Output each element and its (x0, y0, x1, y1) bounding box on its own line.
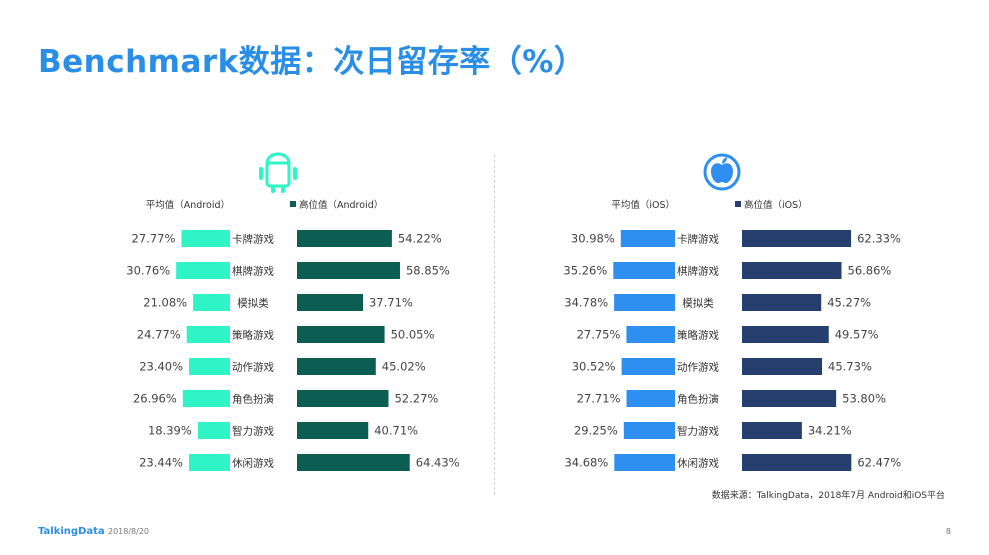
ios-chart-svg: 平均值（iOS） 高位值（iOS） 30.98% 卡牌游戏 62.33% 35.26% 棋… (563, 153, 901, 471)
category-label: 休闲游戏 (232, 457, 274, 470)
bar-average (623, 422, 675, 439)
data-label-high: 50.05% (391, 328, 435, 342)
bar-average (626, 326, 675, 343)
data-label-average: 34.68% (564, 456, 608, 470)
data-label-average: 23.40% (139, 360, 183, 374)
brand-logo: TalkingData (38, 526, 105, 537)
data-label-high: 40.71% (374, 424, 418, 438)
data-label-high: 56.86% (848, 264, 892, 278)
bar-high (742, 390, 837, 407)
bar-average (181, 230, 230, 247)
bar-average (613, 262, 675, 279)
data-label-high: 64.43% (416, 456, 460, 470)
category-label: 卡牌游戏 (232, 233, 274, 246)
bar-high (297, 358, 376, 375)
data-label-average: 30.98% (571, 232, 615, 246)
bar-high (742, 326, 829, 343)
bar-high (742, 294, 822, 311)
bar-average (176, 262, 230, 279)
bar-high (297, 294, 363, 311)
apple-icon (703, 153, 741, 191)
bar-high (297, 230, 392, 247)
ios-chart: 平均值（iOS） 高位值（iOS） 30.98% 卡牌游戏 62.33% 35.26% 棋… (555, 145, 935, 480)
bar-average (614, 294, 675, 311)
bar-average (614, 454, 675, 471)
data-label-high: 53.80% (842, 392, 886, 406)
bar-high (742, 422, 802, 439)
legend-label-average: 平均值（iOS） (611, 199, 675, 211)
data-label-average: 34.78% (564, 296, 608, 310)
data-label-average: 27.71% (577, 392, 621, 406)
data-label-average: 21.08% (143, 296, 187, 310)
data-label-high: 52.27% (394, 392, 438, 406)
page-title: Benchmark数据：次日留存率（%） (38, 44, 586, 80)
category-label: 智力游戏 (232, 425, 274, 438)
bar-high (742, 358, 823, 375)
bar-average (197, 422, 230, 439)
bar-average (620, 230, 675, 247)
bar-average (186, 326, 230, 343)
data-label-average: 26.96% (133, 392, 177, 406)
legend-label-average: 平均值（Android） (146, 199, 230, 211)
data-label-high: 62.33% (857, 232, 901, 246)
category-label: 策略游戏 (677, 329, 719, 342)
data-source-note: 数据来源：TalkingData，2018年7月 Android和iOS平台 (711, 491, 945, 501)
category-label: 动作游戏 (232, 361, 274, 374)
bar-high (297, 326, 385, 343)
data-label-high: 45.02% (382, 360, 426, 374)
category-label: 模拟类 (682, 297, 714, 310)
data-label-high: 45.73% (828, 360, 872, 374)
legend-label-high: 高位值（Android） (299, 199, 383, 211)
category-label: 角色扮演 (677, 393, 719, 406)
divider (494, 155, 495, 495)
bar-high (297, 390, 389, 407)
data-label-average: 18.39% (148, 424, 192, 438)
data-label-high: 54.22% (398, 232, 442, 246)
data-label-average: 29.25% (574, 424, 618, 438)
data-label-average: 23.44% (139, 456, 183, 470)
bar-high (742, 454, 852, 471)
android-chart: 平均值（Android） 高位值（Android） 27.77% 卡牌游戏 54.22… (110, 145, 490, 480)
bar-average (626, 390, 675, 407)
category-label: 角色扮演 (232, 393, 274, 406)
category-label: 卡牌游戏 (677, 233, 719, 246)
data-label-average: 35.26% (563, 264, 607, 278)
bar-high (742, 230, 852, 247)
android-icon (259, 152, 297, 193)
bar-average (621, 358, 675, 375)
bar-high (297, 422, 369, 439)
bar-high (297, 454, 410, 471)
bar-high (297, 262, 400, 279)
data-label-average: 27.75% (577, 328, 621, 342)
android-chart-svg: 平均值（Android） 高位值（Android） 27.77% 卡牌游戏 54.22… (126, 152, 460, 471)
category-label: 棋牌游戏 (677, 265, 719, 278)
data-label-high: 37.71% (369, 296, 413, 310)
category-label: 动作游戏 (677, 361, 719, 374)
data-label-average: 24.77% (137, 328, 181, 342)
legend-swatch-high (290, 201, 296, 207)
data-label-average: 30.76% (126, 264, 170, 278)
bar-average (193, 294, 230, 311)
data-label-high: 58.85% (406, 264, 450, 278)
footer-date: 2018/8/20 (108, 527, 150, 536)
category-label: 策略游戏 (232, 329, 274, 342)
legend-label-high: 高位值（iOS） (744, 199, 808, 211)
data-label-high: 45.27% (827, 296, 871, 310)
bar-average (182, 390, 230, 407)
data-label-average: 30.52% (572, 360, 616, 374)
category-label: 智力游戏 (677, 425, 719, 438)
legend-swatch-high (735, 201, 741, 207)
data-label-high: 49.57% (835, 328, 879, 342)
data-label-high: 34.21% (808, 424, 852, 438)
page-number: 8 (945, 527, 951, 536)
category-label: 休闲游戏 (677, 457, 719, 470)
bar-average (189, 358, 230, 375)
category-label: 棋牌游戏 (232, 265, 274, 278)
category-label: 模拟类 (237, 297, 269, 310)
data-label-high: 62.47% (857, 456, 901, 470)
data-label-average: 27.77% (132, 232, 176, 246)
bar-average (188, 454, 230, 471)
bar-high (742, 262, 842, 279)
